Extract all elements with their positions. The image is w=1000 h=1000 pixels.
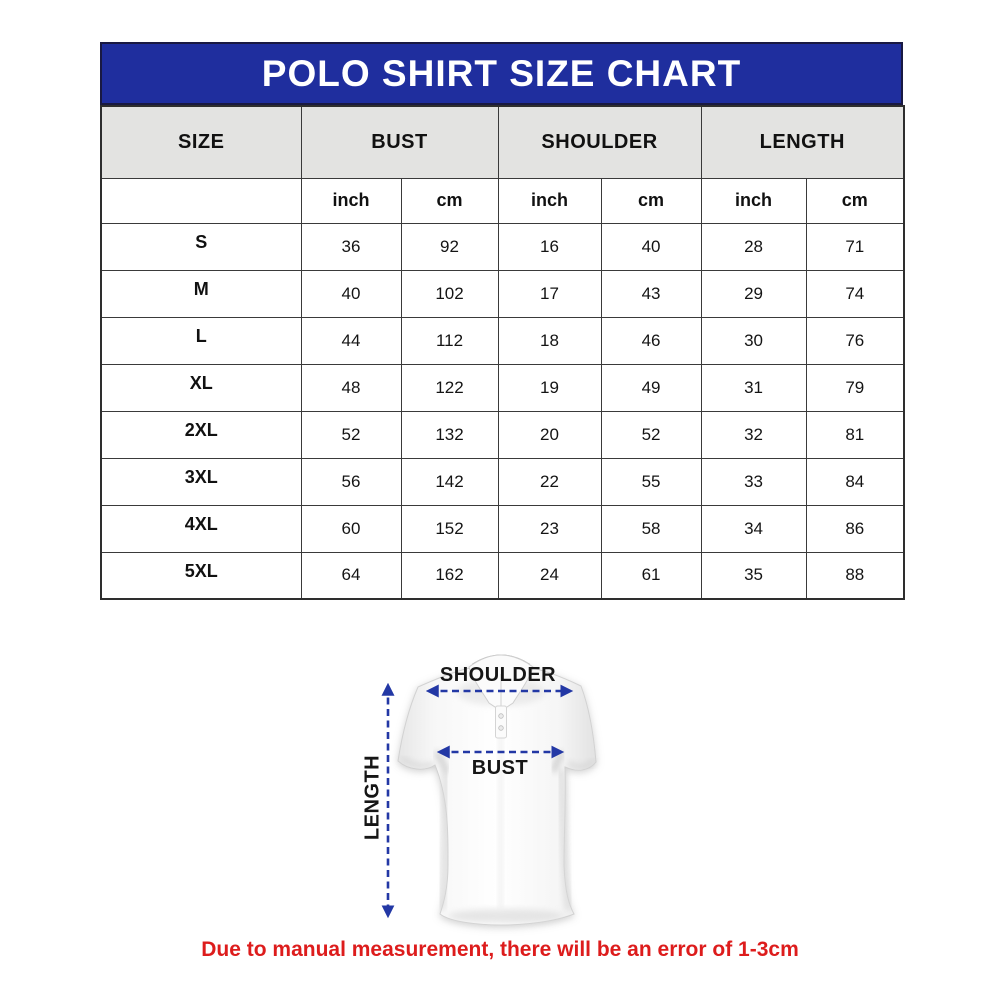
- table-row-s: S 36 92 16 40 28 71: [100, 218, 905, 271]
- shoulder-cm-value: 52: [600, 410, 702, 459]
- category-header-row: SIZE BUST SHOULDER LENGTH: [100, 105, 905, 179]
- column-header-bust: BUST: [300, 105, 499, 179]
- length-inch-value: 32: [700, 410, 807, 459]
- length-cm-value: 86: [805, 504, 905, 553]
- table-row-l: L 44 112 18 46 30 76: [100, 312, 905, 365]
- length-cm-value: 71: [805, 222, 905, 271]
- bust-inch-value: 64: [300, 551, 402, 600]
- length-inch-value: 29: [700, 269, 807, 318]
- shoulder-inch-value: 24: [497, 551, 602, 600]
- unit-cell-shoulder-cm: cm: [600, 177, 702, 224]
- table-row-m: M 40 102 17 43 29 74: [100, 265, 905, 318]
- bust-cm-value: 142: [400, 457, 499, 506]
- size-table: SIZE BUST SHOULDER LENGTH inch cm inch c…: [100, 105, 906, 600]
- bust-measure-label: BUST: [471, 757, 529, 779]
- size-label: L: [100, 312, 302, 361]
- unit-header-row: inch cm inch cm inch cm: [100, 177, 905, 224]
- table-row-2xl: 2XL 52 132 20 52 32 81: [100, 406, 905, 459]
- bust-cm-value: 122: [400, 363, 499, 412]
- length-cm-value: 88: [805, 551, 905, 600]
- shoulder-cm-value: 40: [600, 222, 702, 271]
- length-cm-value: 81: [805, 410, 905, 459]
- length-cm-value: 74: [805, 269, 905, 318]
- shoulder-inch-value: 23: [497, 504, 602, 553]
- size-label: 4XL: [100, 500, 302, 549]
- length-inch-value: 34: [700, 504, 807, 553]
- shoulder-cm-value: 55: [600, 457, 702, 506]
- length-inch-value: 33: [700, 457, 807, 506]
- unit-cell-bust-cm: cm: [400, 177, 499, 224]
- shoulder-measure-label: SHOULDER: [439, 664, 557, 686]
- size-label: XL: [100, 359, 302, 408]
- size-label: 3XL: [100, 453, 302, 502]
- chart-title: POLO SHIRT SIZE CHART: [100, 42, 903, 105]
- length-measure-label: LENGTH: [361, 754, 384, 841]
- length-cm-value: 84: [805, 457, 905, 506]
- shoulder-cm-value: 61: [600, 551, 702, 600]
- button-icon: [498, 725, 504, 731]
- bust-cm-value: 162: [400, 551, 499, 600]
- unit-cell-length-inch: inch: [700, 177, 807, 224]
- table-row-4xl: 4XL 60 152 23 58 34 86: [100, 500, 905, 553]
- unit-cell-length-cm: cm: [805, 177, 905, 224]
- shoulder-cm-value: 49: [600, 363, 702, 412]
- bust-cm-value: 132: [400, 410, 499, 459]
- size-label: 5XL: [100, 547, 302, 596]
- shoulder-inch-value: 19: [497, 363, 602, 412]
- bust-cm-value: 92: [400, 222, 499, 271]
- length-inch-value: 35: [700, 551, 807, 600]
- length-cm-value: 76: [805, 316, 905, 365]
- shirt-body: [397, 663, 597, 926]
- bust-cm-value: 152: [400, 504, 499, 553]
- size-label: 2XL: [100, 406, 302, 455]
- unit-cell-bust-inch: inch: [300, 177, 402, 224]
- shoulder-inch-value: 20: [497, 410, 602, 459]
- shirt-collar: [468, 654, 534, 739]
- shoulder-inch-value: 16: [497, 222, 602, 271]
- bust-inch-value: 60: [300, 504, 402, 553]
- button-icon: [498, 713, 504, 719]
- bust-inch-value: 40: [300, 269, 402, 318]
- unit-cell-shoulder-inch: inch: [497, 177, 602, 224]
- bust-inch-value: 56: [300, 457, 402, 506]
- measurement-error-note: Due to manual measurement, there will be…: [201, 938, 799, 961]
- shoulder-cm-value: 46: [600, 316, 702, 365]
- length-cm-value: 79: [805, 363, 905, 412]
- size-chart: POLO SHIRT SIZE CHART SIZE BUST SHOULDER…: [100, 42, 906, 600]
- polo-shirt-illustration: [381, 654, 597, 926]
- bust-inch-value: 48: [300, 363, 402, 412]
- bust-inch-value: 52: [300, 410, 402, 459]
- table-row-5xl: 5XL 64 162 24 61 35 88: [100, 547, 905, 600]
- column-header-shoulder: SHOULDER: [497, 105, 702, 179]
- bust-cm-value: 112: [400, 316, 499, 365]
- column-header-length: LENGTH: [700, 105, 905, 179]
- length-inch-value: 31: [700, 363, 807, 412]
- column-header-size: SIZE: [100, 105, 302, 179]
- size-label: M: [100, 265, 302, 314]
- shoulder-inch-value: 22: [497, 457, 602, 506]
- shoulder-inch-value: 17: [497, 269, 602, 318]
- shoulder-cm-value: 58: [600, 504, 702, 553]
- table-row-3xl: 3XL 56 142 22 55 33 84: [100, 453, 905, 506]
- length-inch-value: 28: [700, 222, 807, 271]
- size-label: S: [100, 218, 302, 267]
- bust-inch-value: 44: [300, 316, 402, 365]
- shoulder-cm-value: 43: [600, 269, 702, 318]
- shoulder-inch-value: 18: [497, 316, 602, 365]
- unit-cell-empty: [100, 177, 302, 224]
- bust-inch-value: 36: [300, 222, 402, 271]
- length-inch-value: 30: [700, 316, 807, 365]
- bust-cm-value: 102: [400, 269, 499, 318]
- table-row-xl: XL 48 122 19 49 31 79: [100, 359, 905, 412]
